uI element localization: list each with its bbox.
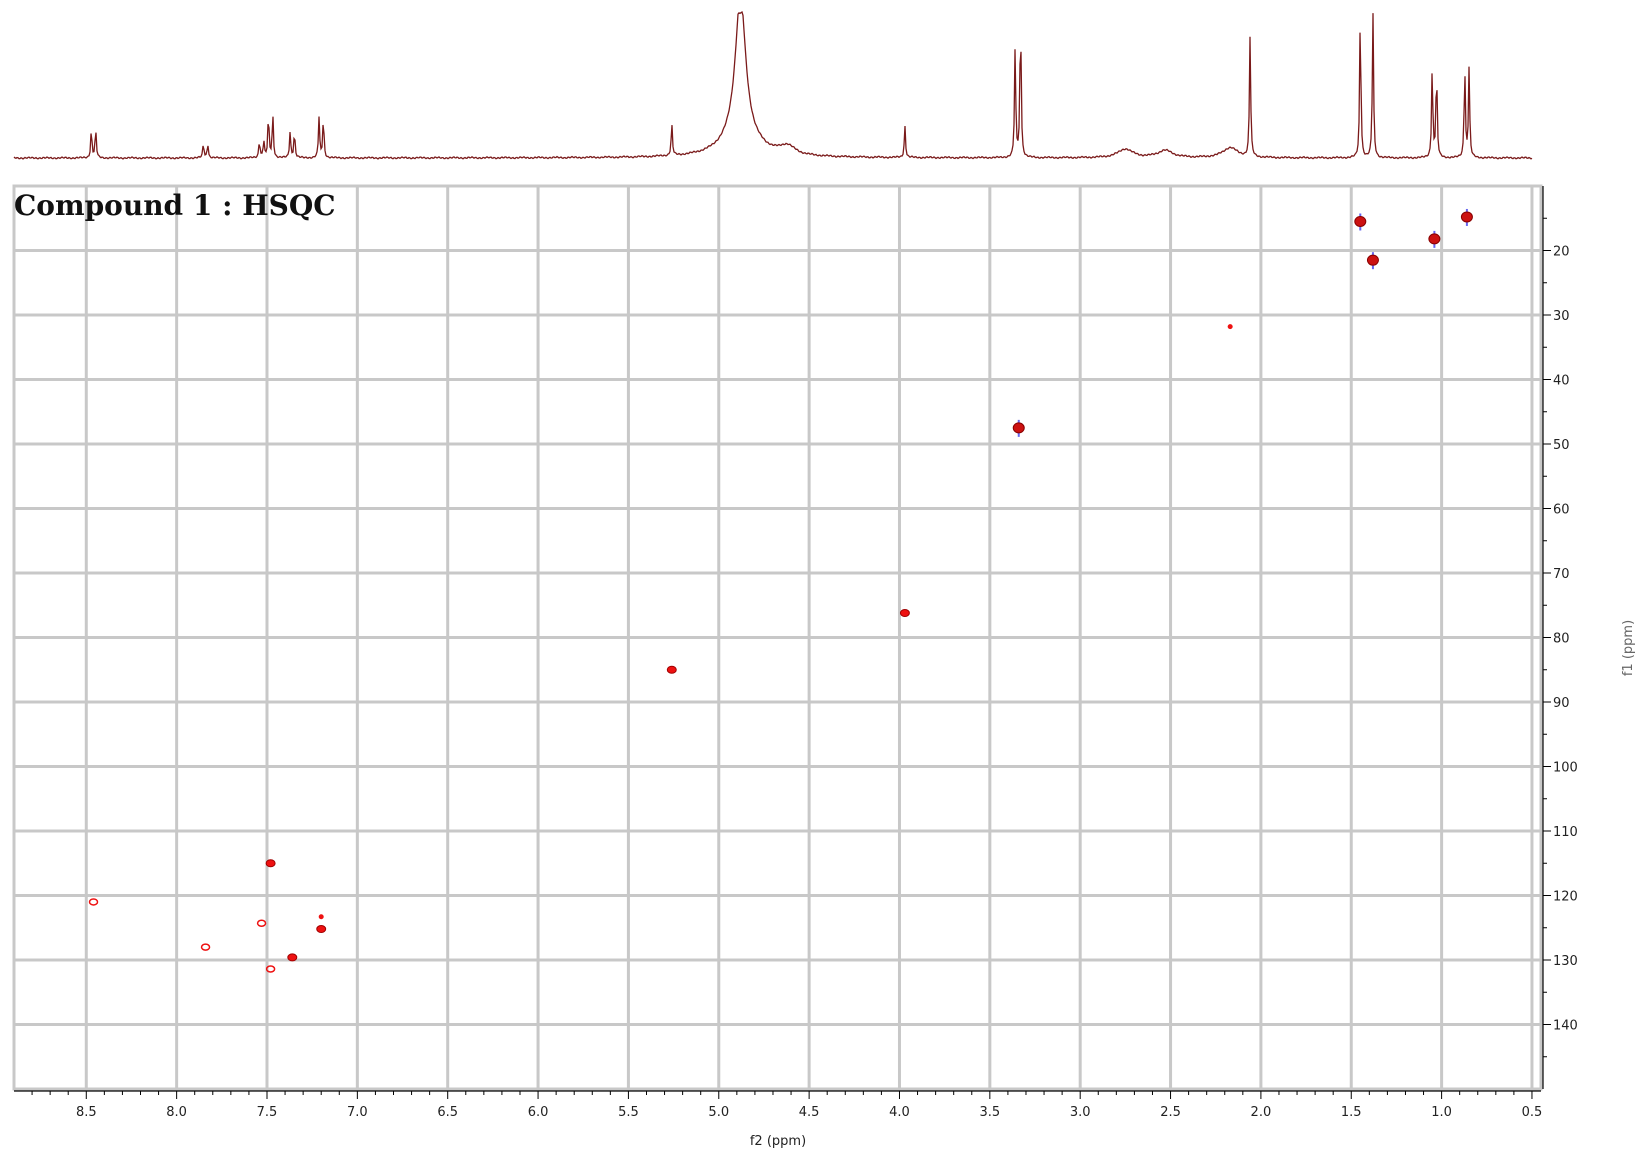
cross-peak	[666, 665, 677, 674]
cross-peak	[287, 953, 298, 962]
x-tick-label: 8.5	[76, 1105, 97, 1120]
projection-trace	[13, 10, 1533, 160]
cross-peak	[1354, 213, 1367, 231]
y-tick-label: 110	[1553, 825, 1578, 840]
x-tick-label: 5.0	[708, 1105, 729, 1120]
y-axis-label: f1 (ppm)	[1621, 620, 1636, 676]
x-tick-label: 6.5	[437, 1105, 458, 1120]
cross-peak	[1460, 208, 1473, 226]
y-tick-label: 70	[1553, 567, 1570, 582]
cross-peak	[318, 914, 324, 920]
y-tick-label: 60	[1553, 503, 1570, 518]
x-tick-label: 3.5	[979, 1105, 1000, 1120]
cross-peaks	[88, 208, 1473, 973]
cross-peak	[256, 919, 267, 927]
x-tick-label: 5.5	[618, 1105, 639, 1120]
cross-peak	[200, 943, 211, 951]
y-tick-label: 120	[1553, 890, 1578, 905]
y-axis: 20 30 40 50 60 70 80 90 100 110 120 130 140	[1542, 186, 1578, 1089]
x-tick-label: 7.5	[257, 1105, 278, 1120]
y-tick-label: 40	[1553, 374, 1570, 389]
y-tick-label: 20	[1553, 245, 1570, 260]
x-tick-label: 4.5	[799, 1105, 820, 1120]
y-tick-label: 90	[1553, 696, 1570, 711]
plot-frame	[12, 184, 1543, 1091]
x-axis: 8.5 8.0 7.5 7.0 6.5 6.0 5.5 5.0 4.5 4.0 3.5 3.0 2.5 2…	[14, 1090, 1543, 1120]
cross-peak	[899, 608, 910, 617]
proton-projection-spectrum	[13, 10, 1533, 160]
x-tick-label: 1.5	[1341, 1105, 1362, 1120]
cross-peak	[265, 965, 276, 973]
y-tick-label: 30	[1553, 309, 1570, 324]
x-axis-label: f2 (ppm)	[750, 1134, 806, 1149]
plot-grid	[14, 186, 1541, 1089]
x-tick-label: 1.0	[1431, 1105, 1452, 1120]
cross-peak	[1428, 230, 1441, 248]
x-tick-label: 2.0	[1251, 1105, 1272, 1120]
x-tick-label: 8.0	[166, 1105, 187, 1120]
x-tick-label: 7.0	[347, 1105, 368, 1120]
x-tick-label: 0.5	[1522, 1105, 1543, 1120]
cross-peak	[88, 898, 99, 906]
x-tick-label: 2.5	[1160, 1105, 1181, 1120]
x-tick-label: 4.0	[889, 1105, 910, 1120]
x-tick-label: 3.0	[1070, 1105, 1091, 1120]
cross-peak	[316, 925, 327, 934]
y-tick-label: 100	[1553, 761, 1578, 776]
y-tick-label: 50	[1553, 438, 1570, 453]
y-tick-label: 80	[1553, 632, 1570, 647]
cross-peak	[1227, 324, 1233, 330]
cross-peak	[265, 859, 276, 868]
plot-title: Compound 1 : HSQC	[14, 189, 336, 222]
cross-peak	[1366, 252, 1379, 270]
cross-peak	[1012, 419, 1025, 437]
y-tick-label: 140	[1553, 1019, 1578, 1034]
x-tick-label: 6.0	[528, 1105, 549, 1120]
y-tick-label: 130	[1553, 954, 1578, 969]
